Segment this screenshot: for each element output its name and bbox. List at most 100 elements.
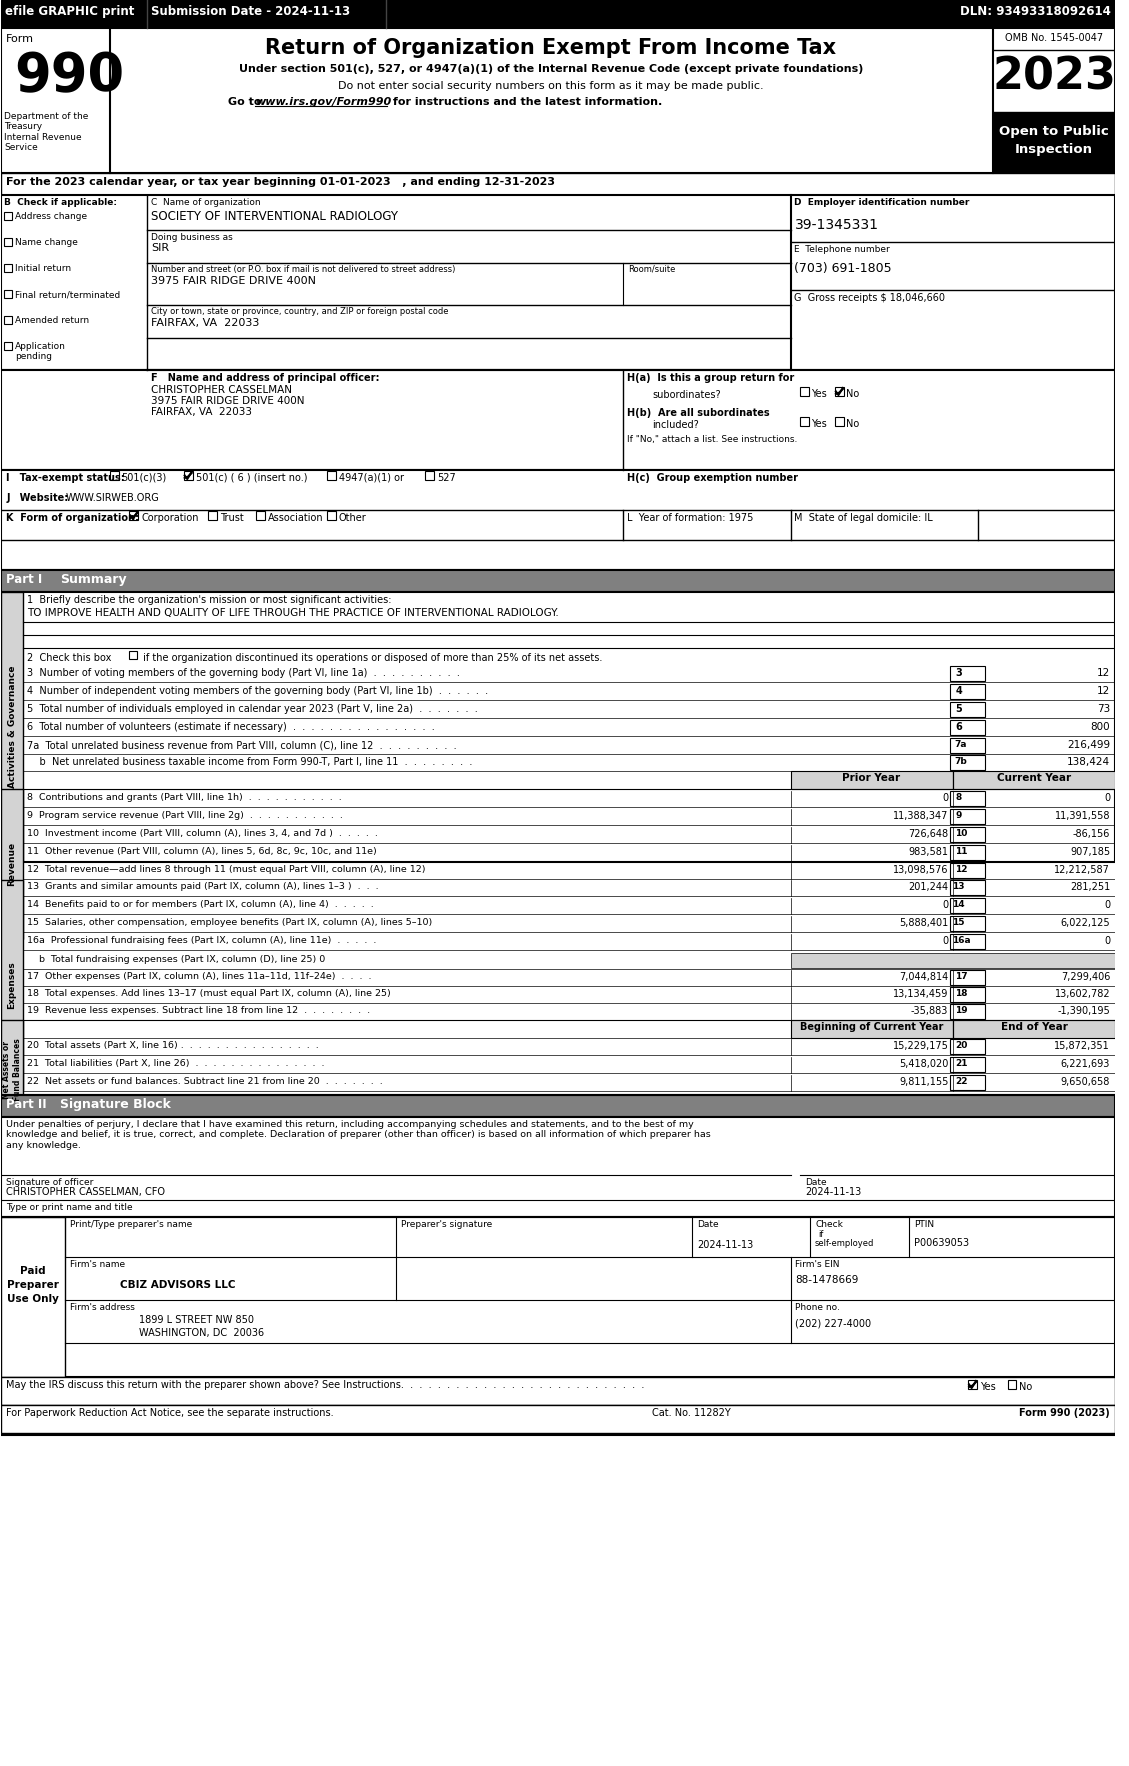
Text: Activities & Governance: Activities & Governance	[8, 666, 17, 788]
Bar	[951, 738, 984, 752]
Bar	[1, 1217, 1115, 1377]
Text: 3975 FAIR RIDGE DRIVE 400N: 3975 FAIR RIDGE DRIVE 400N	[151, 275, 316, 286]
Text: 13: 13	[953, 881, 965, 892]
Bar	[951, 666, 984, 682]
Bar	[951, 826, 984, 842]
Text: B  Check if applicable:: B Check if applicable:	[5, 198, 117, 207]
Text: subordinates?: subordinates?	[653, 390, 721, 401]
Text: Yes: Yes	[812, 419, 826, 429]
Bar	[1, 0, 1115, 28]
Text: www.irs.gov/Form990: www.irs.gov/Form990	[255, 97, 391, 108]
Text: Net Assets or
Fund Balances: Net Assets or Fund Balances	[2, 1038, 21, 1102]
Text: Under section 501(c), 527, or 4947(a)(1) of the Internal Revenue Code (except pr: Under section 501(c), 527, or 4947(a)(1)…	[238, 64, 863, 74]
Text: 2024-11-13: 2024-11-13	[805, 1187, 861, 1197]
Bar	[326, 510, 335, 519]
Bar	[835, 417, 843, 426]
Bar	[5, 290, 12, 298]
Text: 39-1345331: 39-1345331	[795, 217, 878, 231]
Bar	[951, 1038, 984, 1054]
Text: 9,811,155: 9,811,155	[899, 1077, 948, 1088]
Bar	[1, 470, 1115, 570]
Text: 6: 6	[955, 722, 962, 731]
Bar	[130, 652, 138, 659]
Bar	[951, 703, 984, 717]
Text: 15  Salaries, other compensation, employee benefits (Part IX, column (A), lines : 15 Salaries, other compensation, employe…	[27, 918, 432, 927]
Text: 5  Total number of individuals employed in calendar year 2023 (Part V, line 2a) : 5 Total number of individuals employed i…	[27, 705, 478, 713]
Text: Revenue: Revenue	[8, 842, 17, 887]
Text: G  Gross receipts $ 18,046,660: G Gross receipts $ 18,046,660	[795, 293, 945, 304]
Text: Submission Date - 2024-11-13: Submission Date - 2024-11-13	[151, 5, 350, 18]
Bar	[951, 721, 984, 735]
Bar	[951, 791, 984, 805]
Text: Trust: Trust	[220, 512, 244, 523]
Text: 21: 21	[955, 1060, 968, 1068]
Text: 501(c)(3): 501(c)(3)	[122, 473, 167, 482]
Bar	[800, 387, 809, 396]
Text: 13,134,459: 13,134,459	[893, 989, 948, 1000]
Text: I   Tax-exempt status:: I Tax-exempt status:	[6, 473, 125, 482]
Text: 7,299,406: 7,299,406	[1061, 971, 1110, 982]
Bar	[5, 212, 12, 221]
Text: Part II: Part II	[6, 1098, 46, 1111]
Text: 10: 10	[955, 828, 968, 839]
Text: 907,185: 907,185	[1070, 848, 1110, 857]
Text: Phone no.: Phone no.	[796, 1303, 840, 1312]
Text: Firm's address: Firm's address	[70, 1303, 135, 1312]
Text: b  Net unrelated business taxable income from Form 990-T, Part I, line 11  .  . : b Net unrelated business taxable income …	[27, 758, 472, 766]
Text: Summary: Summary	[60, 572, 126, 586]
Text: City or town, state or province, country, and ZIP or foreign postal code: City or town, state or province, country…	[151, 307, 448, 316]
Bar	[951, 1058, 984, 1072]
Text: Firm's name: Firm's name	[70, 1259, 125, 1270]
Bar	[1007, 1379, 1016, 1390]
Text: 990: 990	[14, 49, 124, 102]
Text: No: No	[1019, 1383, 1033, 1392]
Text: Corporation: Corporation	[141, 512, 199, 523]
Text: TO IMPROVE HEALTH AND QUALITY OF LIFE THROUGH THE PRACTICE OF INTERVENTIONAL RAD: TO IMPROVE HEALTH AND QUALITY OF LIFE TH…	[27, 608, 559, 618]
Text: 21  Total liabilities (Part X, line 26)  .  .  .  .  .  .  .  .  .  .  .  .  .  : 21 Total liabilities (Part X, line 26) .…	[27, 1060, 324, 1068]
Text: Name change: Name change	[15, 238, 78, 247]
Text: Print/Type preparer's name: Print/Type preparer's name	[70, 1220, 192, 1229]
Text: 19  Revenue less expenses. Subtract line 18 from line 12  .  .  .  .  .  .  .  .: 19 Revenue less expenses. Subtract line …	[27, 1007, 370, 1015]
Bar	[1, 1377, 1115, 1406]
Bar	[951, 1075, 984, 1090]
Text: 216,499: 216,499	[1067, 740, 1110, 751]
Text: 5: 5	[955, 705, 962, 713]
Bar	[1, 879, 23, 1090]
Text: 8: 8	[955, 793, 962, 802]
Bar	[1, 1217, 65, 1377]
Text: 16a  Professional fundraising fees (Part IX, column (A), line 11e)  .  .  .  .  : 16a Professional fundraising fees (Part …	[27, 936, 376, 945]
Text: Part I: Part I	[6, 572, 43, 586]
Bar	[1, 592, 23, 862]
Bar	[1, 1406, 1115, 1432]
Text: M  State of legal domicile: IL: M State of legal domicile: IL	[795, 512, 934, 523]
Text: 800: 800	[1091, 722, 1110, 731]
Text: H(b)  Are all subordinates: H(b) Are all subordinates	[627, 408, 769, 419]
Text: 6,022,125: 6,022,125	[1060, 918, 1110, 927]
Text: (202) 227-4000: (202) 227-4000	[796, 1317, 872, 1328]
Text: SIR: SIR	[151, 244, 169, 253]
Text: 1  Briefly describe the organization's mission or most significant activities:: 1 Briefly describe the organization's mi…	[27, 595, 392, 606]
Text: P00639053: P00639053	[913, 1238, 969, 1249]
Text: -35,883: -35,883	[911, 1007, 948, 1015]
Bar	[5, 343, 12, 350]
Text: 20  Total assets (Part X, line 16) .  .  .  .  .  .  .  .  .  .  .  .  .  .  .  : 20 Total assets (Part X, line 16) . . . …	[27, 1040, 318, 1051]
Text: 201,244: 201,244	[908, 881, 948, 892]
Bar	[951, 683, 984, 699]
Text: Signature Block: Signature Block	[60, 1098, 172, 1111]
Bar	[1, 1021, 23, 1120]
Text: No: No	[846, 389, 859, 399]
Text: 5,418,020: 5,418,020	[899, 1060, 948, 1068]
Text: 2  Check this box: 2 Check this box	[27, 653, 114, 662]
Bar	[256, 510, 264, 519]
Text: 14: 14	[953, 901, 965, 909]
Text: 3975 FAIR RIDGE DRIVE 400N: 3975 FAIR RIDGE DRIVE 400N	[151, 396, 305, 406]
Text: 11,388,347: 11,388,347	[893, 811, 948, 821]
Text: 0: 0	[1104, 901, 1110, 909]
Text: 4: 4	[955, 685, 962, 696]
Text: Form 990 (2023): Form 990 (2023)	[1019, 1408, 1110, 1418]
Text: 17  Other expenses (Part IX, column (A), lines 11a–11d, 11f–24e)  .  .  .  .: 17 Other expenses (Part IX, column (A), …	[27, 971, 371, 980]
Bar	[951, 987, 984, 1001]
Text: 15,872,351: 15,872,351	[1054, 1040, 1110, 1051]
Text: Check: Check	[815, 1220, 843, 1229]
Text: 20: 20	[955, 1040, 968, 1051]
